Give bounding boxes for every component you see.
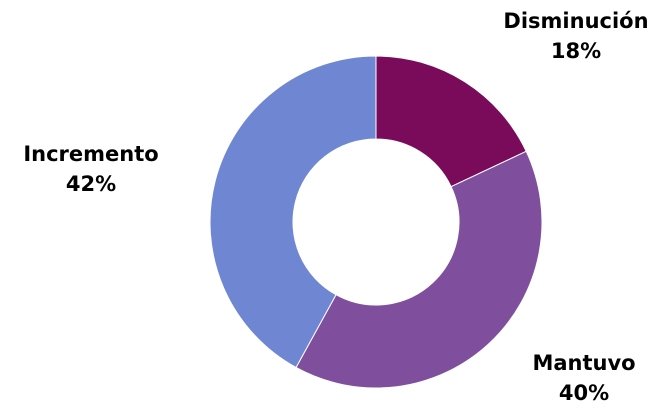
data-label-incremento: Incremento 42% [5, 139, 177, 199]
data-label-disminucion: Disminución 18% [484, 6, 668, 66]
slice-incremento [209, 55, 377, 369]
category-label-disminucion: Disminución [503, 9, 649, 33]
category-label-mantuvo: Mantuvo [532, 351, 636, 375]
slice-mantuvo [295, 150, 543, 389]
value-label-mantuvo: 40% [558, 381, 610, 405]
value-label-disminucion: 18% [550, 39, 602, 63]
slice-disminucion [375, 55, 527, 188]
value-label-incremento: 42% [65, 172, 117, 196]
category-label-incremento: Incremento [23, 142, 159, 166]
data-label-mantuvo: Mantuvo 40% [504, 348, 664, 408]
